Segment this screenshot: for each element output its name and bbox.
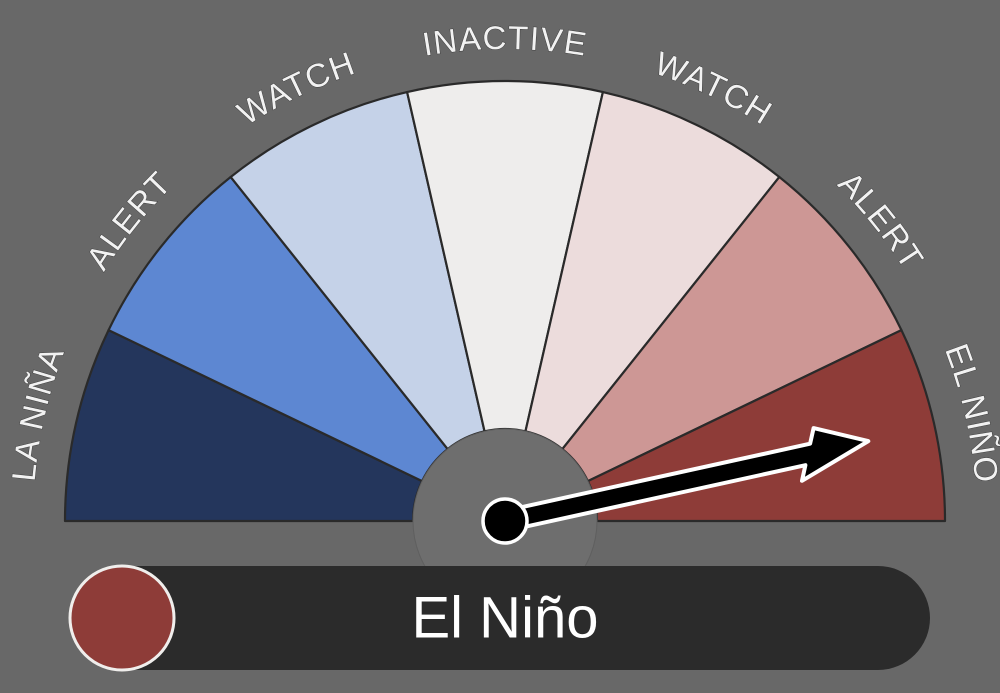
- gauge-needle-pivot: [481, 497, 529, 545]
- gauge-label-la-niña-0: LA NIÑA: [5, 341, 71, 483]
- status-bar-background: [70, 566, 930, 670]
- status-bar-label: El Niño: [412, 585, 599, 650]
- status-indicator-circle: [68, 564, 176, 672]
- gauge-label-el-niño-6: EL NIÑO: [938, 339, 1000, 485]
- gauge-label-inactive-3: INACTIVE: [420, 19, 590, 63]
- gauge-needle: [500, 426, 871, 534]
- status-bar[interactable]: El Niño: [68, 564, 930, 672]
